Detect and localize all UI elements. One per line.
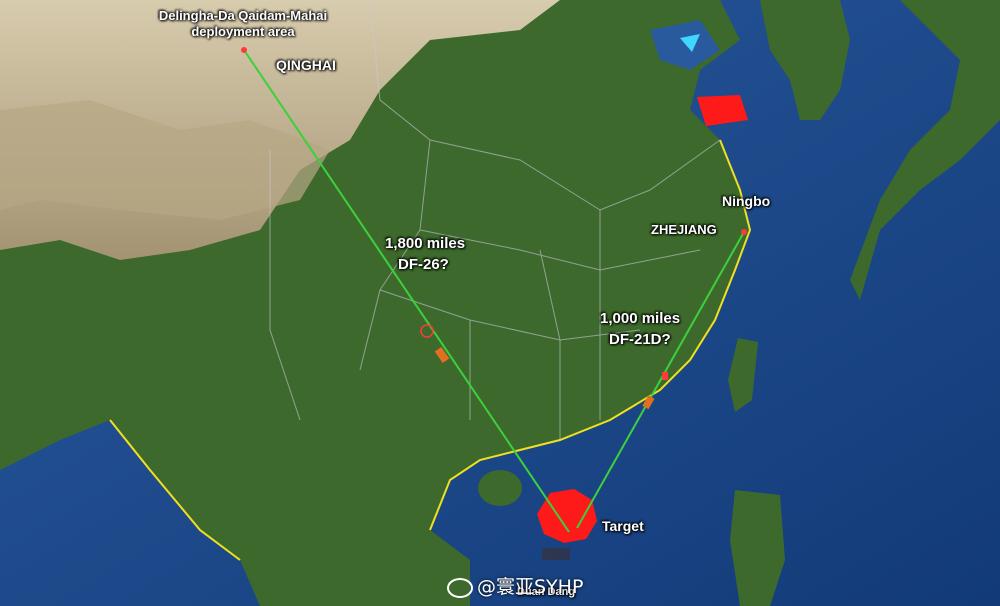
launch-point-qinghai: [241, 47, 247, 53]
waypoint-marker-1: [434, 346, 450, 364]
waypoint-marker-2: [642, 395, 655, 410]
philippines-islands: [730, 490, 785, 606]
taiwan-island: [728, 338, 758, 412]
missile-label-df21d: DF-21D?: [609, 331, 671, 348]
target-label: Target: [602, 518, 644, 534]
korea-peninsula: [760, 0, 850, 120]
province-borders: [269, 0, 721, 440]
marker-bohai: [680, 34, 700, 52]
island-label-duan-dang: Duan Dang: [517, 586, 576, 598]
deployment-label-line-2: deployment area: [191, 24, 295, 39]
trajectory-df21d: [576, 231, 745, 529]
plateau-ridges: [0, 100, 330, 220]
range-label-1800-miles: 1,800 miles: [385, 235, 466, 252]
range-label-1000-miles: 1,000 miles: [600, 310, 681, 327]
deployment-area-label: Delingha-Da Qaidam-Mahai deployment area: [118, 8, 368, 40]
exclusion-zone-yellow-sea: [697, 95, 748, 126]
coastline: [429, 139, 752, 531]
city-label-ningbo: Ningbo: [722, 193, 771, 209]
province-label-zhejiang: ZHEJIANG: [651, 222, 717, 237]
duan-dang-marker: [542, 548, 570, 560]
watermark: @寰亚SYHP: [447, 572, 583, 599]
province-label-qinghai: QINGHAI: [276, 57, 336, 73]
launch-point-ningbo: [741, 229, 747, 235]
target-zone: [537, 489, 597, 543]
coastline-southwest: [109, 419, 241, 561]
japan-islands: [850, 0, 1000, 300]
waypoint-ring: [420, 324, 434, 338]
bohai-sea: [650, 20, 720, 70]
missile-label-df26: DF-26?: [398, 256, 449, 273]
weibo-logo-icon: [447, 577, 473, 598]
trajectory-df26: [243, 49, 570, 533]
waypoint-marker-3: [662, 372, 668, 380]
hainan-island: [478, 470, 522, 506]
watermark-text: @寰亚SYHP: [477, 576, 584, 598]
deployment-label-line-1: Delingha-Da Qaidam-Mahai: [158, 8, 328, 23]
